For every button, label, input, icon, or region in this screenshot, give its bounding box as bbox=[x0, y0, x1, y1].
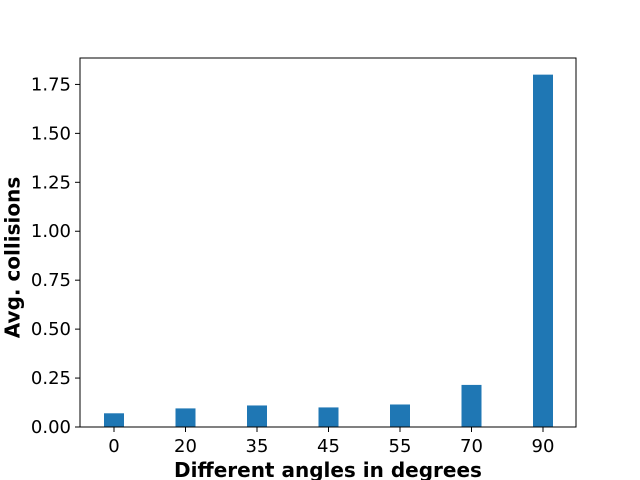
bar-90 bbox=[533, 74, 553, 428]
x-tick-label: 45 bbox=[317, 436, 340, 457]
y-tick-label: 0.25 bbox=[31, 368, 71, 389]
y-tick-label: 0.50 bbox=[31, 319, 71, 340]
y-tick-label: 0.75 bbox=[31, 270, 71, 291]
y-axis-ticks: 0.00 0.25 0.50 0.75 1.00 1.25 1.50 1.75 bbox=[31, 74, 80, 438]
y-tick-label: 1.00 bbox=[31, 221, 71, 242]
bar-0 bbox=[104, 413, 124, 427]
y-tick-label: 0.00 bbox=[31, 417, 71, 438]
bars-group bbox=[104, 74, 553, 428]
x-tick-label: 90 bbox=[532, 436, 555, 457]
bar-35 bbox=[247, 405, 267, 427]
y-tick-label: 1.25 bbox=[31, 172, 71, 193]
y-tick-label: 1.50 bbox=[31, 123, 71, 144]
bar-20 bbox=[175, 408, 196, 427]
x-tick-label: 0 bbox=[108, 436, 119, 457]
y-axis-label: Avg. collisions bbox=[1, 177, 25, 338]
x-tick-label: 55 bbox=[389, 436, 412, 457]
x-tick-label: 70 bbox=[460, 436, 483, 457]
y-tick-label: 1.75 bbox=[31, 74, 71, 95]
bar-45 bbox=[318, 407, 339, 427]
x-axis-ticks: 0 20 35 45 55 70 90 bbox=[108, 427, 554, 457]
plot-frame bbox=[79, 57, 577, 428]
x-tick-label: 35 bbox=[246, 436, 269, 457]
bar-55 bbox=[390, 404, 410, 427]
bar-70 bbox=[461, 384, 482, 427]
x-axis-label: Different angles in degrees bbox=[174, 458, 482, 480]
x-tick-label: 20 bbox=[174, 436, 197, 457]
